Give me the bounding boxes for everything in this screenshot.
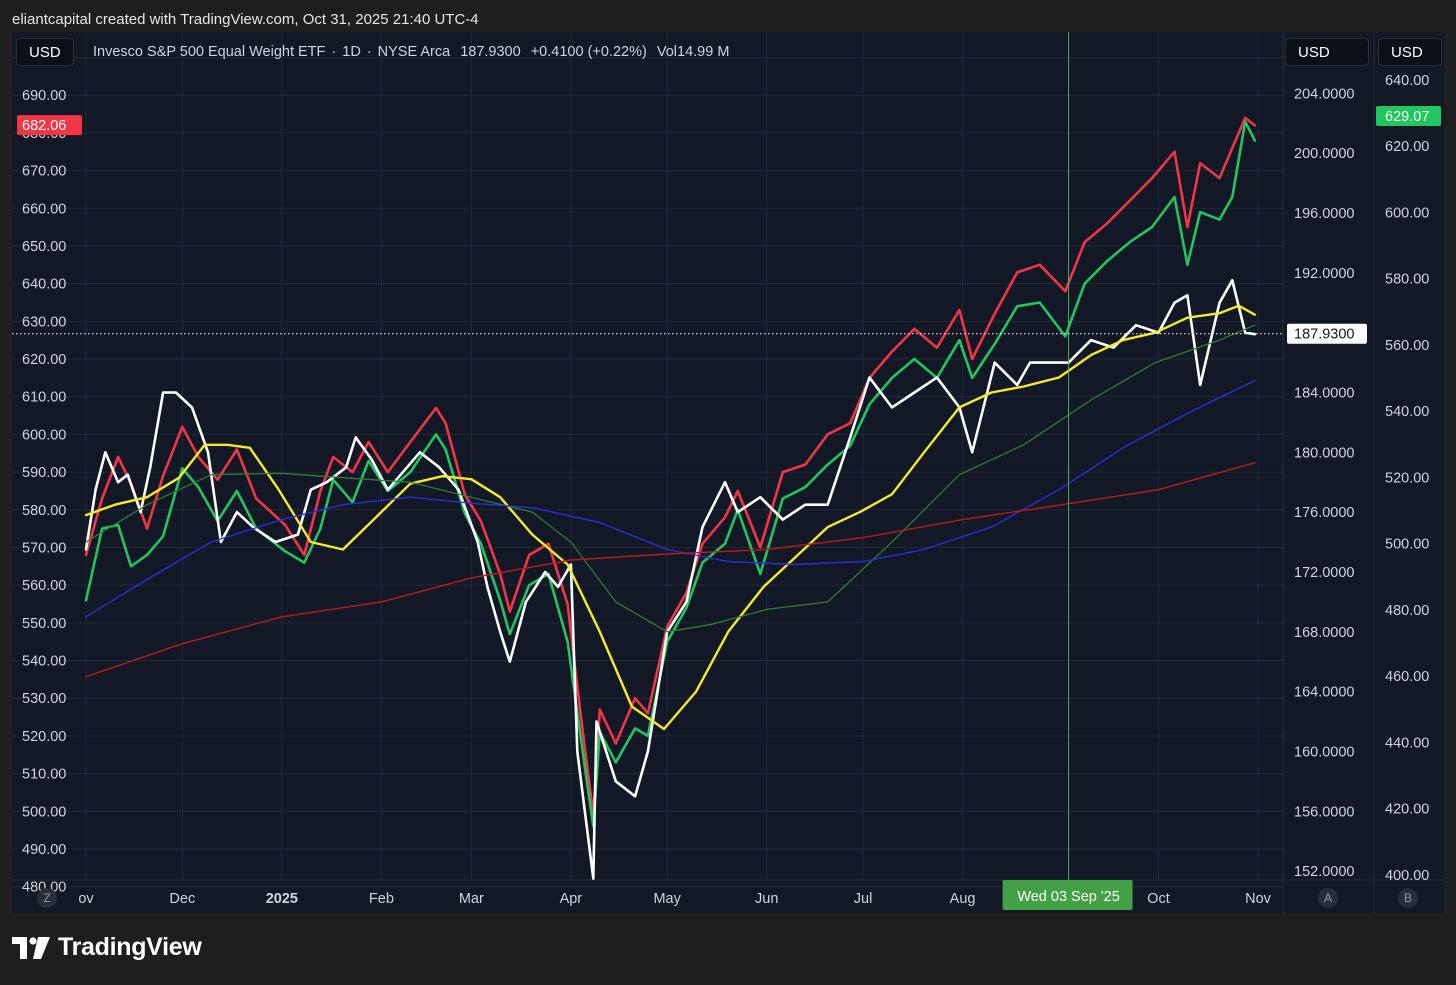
x-axis-tick: Feb <box>369 891 394 907</box>
crosshair-date-label: Wed 03 Sep '25 <box>1017 889 1119 905</box>
right-axis-tick: 620.00 <box>1385 139 1429 155</box>
crosshair-date-badge <box>1002 880 1133 910</box>
x-axis-tick: Apr <box>560 891 583 907</box>
chart-frame[interactable]: 700.00690.00680.00670.00660.00650.00640.… <box>12 32 1444 913</box>
symbol-price: 187.9300 <box>460 44 521 60</box>
right-axis-tick: 500.00 <box>1385 537 1429 553</box>
left-axis-tick: 630.00 <box>22 314 66 330</box>
left-axis-tick: 510.00 <box>22 767 66 783</box>
left-last-value-badge <box>17 115 82 136</box>
right-axis-tick: 400.00 <box>1385 868 1429 884</box>
series-line-1 <box>84 120 1257 828</box>
x-axis-tick: Jun <box>755 891 778 907</box>
right-axis-tick: 460.00 <box>1385 669 1429 685</box>
middle-currency-button[interactable]: USD <box>1285 38 1369 66</box>
right-axis-tick: 600.00 <box>1385 205 1429 221</box>
left-last-value-label: 682.06 <box>22 118 66 134</box>
middle-axis-tick: 184.0000 <box>1294 385 1354 401</box>
left-axis-tick: 570.00 <box>22 540 66 556</box>
symbol-name: Invesco S&P 500 Equal Weight ETF <box>93 44 326 60</box>
right-axis-tick: 560.00 <box>1385 338 1429 354</box>
left-axis-tick: 540.00 <box>22 654 66 670</box>
volume-value: 14.99 M <box>677 44 730 60</box>
x-axis-tick: May <box>653 891 681 907</box>
left-axis-tick: 610.00 <box>22 390 66 406</box>
middle-axis-tick: 168.0000 <box>1294 625 1354 641</box>
right-axis-tick: 540.00 <box>1385 404 1429 420</box>
price-chart[interactable]: 700.00690.00680.00670.00660.00650.00640.… <box>12 32 1444 913</box>
x-axis-tick: Mar <box>459 891 484 907</box>
left-axis-tick: 670.00 <box>22 164 66 180</box>
symbol-interval[interactable]: 1D <box>342 44 361 60</box>
middle-axis-tick: 180.0000 <box>1294 445 1354 461</box>
left-axis-tick: 520.00 <box>22 729 66 745</box>
auto-scale-a-button[interactable]: A <box>1318 888 1338 908</box>
middle-axis-tick: 160.0000 <box>1294 744 1354 760</box>
x-axis-tick: ov <box>78 891 94 907</box>
left-axis-tick: 580.00 <box>22 503 66 519</box>
left-axis-tick: 660.00 <box>22 201 66 217</box>
middle-last-value-label: 187.9300 <box>1294 327 1354 343</box>
middle-axis-tick: 172.0000 <box>1294 565 1354 581</box>
symbol-exchange: NYSE Arca <box>377 44 451 60</box>
middle-axis-tick: 204.0000 <box>1294 86 1354 102</box>
left-axis-tick: 490.00 <box>22 842 66 858</box>
left-axis-tick: 560.00 <box>22 578 66 594</box>
left-axis-tick: 690.00 <box>22 88 66 104</box>
left-axis-tick: 550.00 <box>22 616 66 632</box>
series-line-3 <box>84 304 1257 731</box>
middle-axis-tick: 196.0000 <box>1294 206 1354 222</box>
left-axis-tick: 590.00 <box>22 465 66 481</box>
left-axis-tick: 640.00 <box>22 277 66 293</box>
x-axis-tick: Oct <box>1147 891 1170 907</box>
left-axis-tick: 620.00 <box>22 352 66 368</box>
brand-name: TradingView <box>58 933 202 961</box>
middle-axis-tick: 200.0000 <box>1294 146 1354 162</box>
x-axis-tick: 2025 <box>266 891 298 907</box>
right-axis-tick: 440.00 <box>1385 735 1429 751</box>
x-axis-tick: Nov <box>1245 891 1272 907</box>
right-axis-tick: 480.00 <box>1385 603 1429 619</box>
series-line-5 <box>85 379 1256 618</box>
series-line-0 <box>84 116 1257 817</box>
volume-label: Vol <box>656 44 678 60</box>
left-axis-tick: 530.00 <box>22 691 66 707</box>
right-axis-tick: 420.00 <box>1385 802 1429 818</box>
symbol-legend: Invesco S&P 500 Equal Weight ETF · 1D · NYSE… <box>93 44 730 60</box>
middle-axis-tick: 164.0000 <box>1294 685 1354 701</box>
symbol-change: +0.4100 (+0.22%) <box>530 44 647 60</box>
right-last-value-label: 629.07 <box>1385 109 1429 125</box>
middle-last-value-badge <box>1287 323 1367 344</box>
left-axis-tick: 500.00 <box>22 804 66 820</box>
chart-caption: eliantcapital created with TradingView.c… <box>12 11 479 28</box>
middle-axis-tick: 156.0000 <box>1294 804 1354 820</box>
right-axis-tick: 640.00 <box>1385 73 1429 89</box>
brand-logo: TradingView <box>12 933 202 962</box>
x-axis-tick: Aug <box>950 891 976 907</box>
auto-scale-b-button[interactable]: B <box>1398 888 1418 908</box>
x-axis-tick: Dec <box>169 891 195 907</box>
left-currency-button[interactable]: USD <box>16 38 74 66</box>
right-axis-tick: 520.00 <box>1385 470 1429 486</box>
right-currency-button[interactable]: USD <box>1378 38 1442 66</box>
middle-axis-tick: 152.0000 <box>1294 864 1354 880</box>
right-last-value-badge <box>1376 106 1441 127</box>
zoom-left-button[interactable]: Z <box>37 888 57 908</box>
middle-axis-tick: 176.0000 <box>1294 505 1354 521</box>
tradingview-logo-icon <box>12 936 50 959</box>
series-line-6 <box>85 462 1256 678</box>
left-axis-tick: 650.00 <box>22 239 66 255</box>
right-axis-tick: 580.00 <box>1385 272 1429 288</box>
left-axis-tick: 600.00 <box>22 427 66 443</box>
series-line-2 <box>84 279 1257 880</box>
x-axis-tick: Jul <box>854 891 873 907</box>
series-line-4 <box>85 324 1256 633</box>
middle-axis-tick: 192.0000 <box>1294 266 1354 282</box>
